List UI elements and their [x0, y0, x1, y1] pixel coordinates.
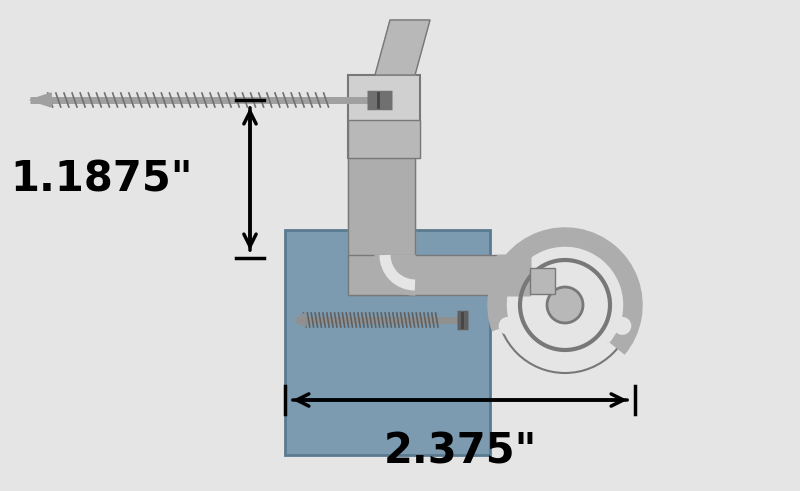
Circle shape [547, 287, 583, 323]
Text: 2.375": 2.375" [383, 430, 537, 472]
Bar [285, 230, 490, 455]
Bar [348, 120, 420, 158]
Circle shape [498, 317, 517, 335]
Text: 1.1875": 1.1875" [10, 158, 193, 200]
Polygon shape [497, 255, 530, 295]
Polygon shape [295, 313, 306, 327]
Bar [348, 75, 420, 158]
Bar [348, 255, 530, 295]
Polygon shape [375, 255, 415, 295]
Circle shape [614, 317, 631, 335]
Bar [348, 155, 415, 295]
Circle shape [497, 237, 633, 373]
Polygon shape [30, 93, 51, 107]
Bar [530, 268, 555, 294]
Polygon shape [375, 20, 430, 75]
